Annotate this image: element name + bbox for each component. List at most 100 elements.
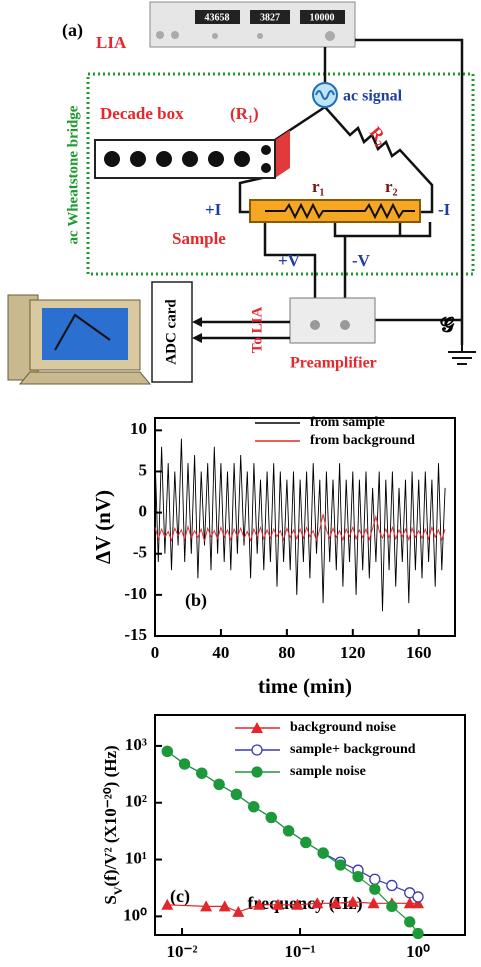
marker	[265, 811, 277, 824]
y-tick-label: 5	[139, 460, 148, 479]
series-line	[154, 438, 446, 612]
panel-label: (c)	[170, 886, 190, 907]
display-text: 3827	[260, 12, 280, 23]
marker	[329, 897, 342, 909]
x-tick-label: 10⁰	[406, 942, 430, 961]
instrument-label: LIA	[96, 33, 127, 52]
preamp-box	[289, 297, 376, 344]
marker	[178, 758, 191, 770]
display-text: 10000	[310, 12, 335, 23]
x-tick-label: 80	[278, 643, 295, 662]
marker	[404, 916, 416, 928]
knobs	[156, 31, 335, 41]
y-tick-label: 10	[130, 419, 147, 438]
y-tick-label: 10²	[125, 792, 147, 811]
marker	[412, 927, 424, 940]
x-tick-label: 120	[340, 643, 366, 662]
y-tick-label: 0	[139, 502, 148, 521]
y-tick-label: -10	[124, 584, 147, 603]
plot-frame	[154, 714, 466, 936]
x-tick-label: 10⁻²	[167, 942, 198, 961]
legend-label: sample+ background	[290, 742, 416, 757]
arrowhead	[192, 317, 202, 327]
display-text: 43658	[205, 12, 230, 23]
lia-instrument	[149, 1, 356, 48]
marker	[271, 898, 284, 910]
legend-label: background noise	[290, 720, 396, 735]
arrowhead	[192, 333, 202, 343]
marker	[200, 900, 213, 912]
decade-box-label: Decade box	[100, 104, 184, 123]
x-tick-label: 0	[151, 643, 160, 662]
y-tick-label: 10¹	[125, 848, 147, 867]
plot-frame	[154, 417, 456, 637]
bridge-label: ac Wheatstone bridge	[65, 105, 81, 244]
y-title-sub: V	[111, 886, 125, 895]
ac-source	[312, 82, 338, 108]
sample-label: Sample	[172, 229, 226, 248]
y-title-part: S	[101, 895, 120, 904]
display	[300, 10, 345, 24]
y-tick-label: -15	[124, 625, 147, 644]
x-tick-label: 160	[406, 643, 432, 662]
marker	[282, 825, 295, 837]
marker	[412, 891, 424, 903]
connector	[340, 320, 350, 330]
computer	[7, 294, 152, 385]
marker	[386, 900, 398, 913]
y-tick-label: 10⁰	[123, 905, 147, 924]
legend-label: sample noise	[290, 764, 366, 779]
series-line	[154, 514, 446, 543]
marker	[218, 900, 231, 912]
legend-label: from background	[310, 433, 415, 448]
connector	[310, 320, 320, 330]
marker	[386, 879, 398, 892]
marker	[412, 897, 425, 909]
marker	[161, 745, 173, 758]
marker	[352, 871, 364, 883]
y-axis-title: SV(f)/V² (X10⁻²⁰) (Hz)	[101, 745, 125, 904]
x-axis-title: time (min)	[258, 674, 352, 698]
marker	[230, 788, 243, 801]
decade-knobs	[104, 145, 271, 173]
marker	[369, 873, 381, 885]
marker	[403, 897, 416, 909]
marker	[251, 722, 263, 733]
x-tick-label: 40	[212, 643, 229, 662]
marker	[232, 905, 245, 917]
wires	[238, 38, 464, 345]
y-title-part: (f)/V² (X10⁻²⁰) (Hz)	[101, 745, 120, 886]
series-line	[166, 750, 419, 934]
marker	[213, 778, 225, 791]
y-tick-label: 10³	[125, 735, 147, 754]
preamp-label: Preamplifier	[290, 355, 377, 372]
arrows	[198, 320, 290, 340]
marker	[253, 898, 266, 910]
marker	[196, 767, 208, 779]
marker	[248, 801, 260, 813]
marker	[369, 883, 381, 895]
r1-label: r₁	[312, 177, 325, 196]
minus-v-label: -V	[352, 251, 371, 270]
marker	[251, 744, 263, 756]
minus-i-label: -I	[438, 200, 451, 219]
decade-box-symbol: (R₁)	[230, 104, 259, 123]
legend-label: from sample	[310, 415, 385, 430]
marker	[291, 898, 304, 910]
r2-label: r₂	[385, 177, 398, 196]
marker	[161, 898, 174, 910]
marker	[367, 897, 380, 909]
resistors	[265, 202, 415, 220]
adc-box	[151, 281, 193, 383]
y-axis-title: ΔV (nV)	[91, 490, 115, 564]
adc-label: ADC card	[163, 299, 179, 365]
plus-v-label: +V	[278, 251, 301, 270]
marker	[300, 836, 312, 849]
marker	[311, 897, 324, 909]
sine-icon	[315, 90, 335, 100]
plus-i-label: +I	[205, 200, 222, 219]
marker	[346, 895, 359, 907]
panel-label: (b)	[185, 590, 207, 611]
